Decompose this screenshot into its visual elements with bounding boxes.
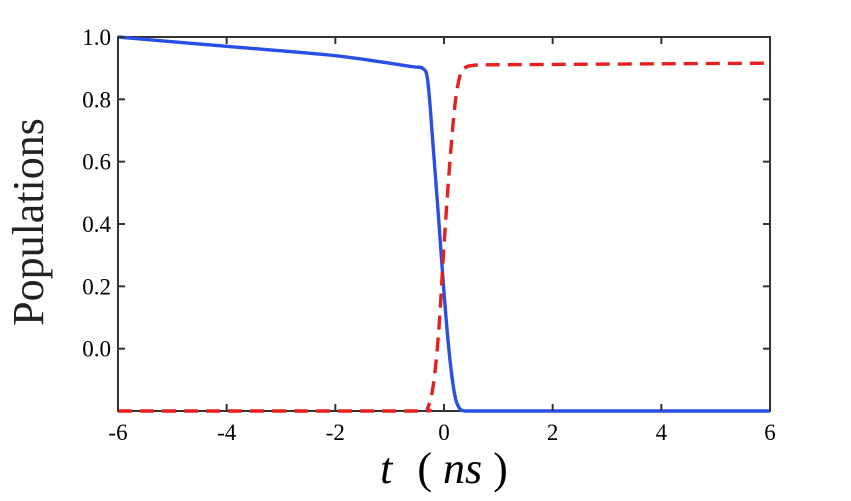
series-line-solid — [117, 35, 770, 413]
x-tick-label: 2 — [547, 420, 559, 445]
x-axis-title-unit: ns — [443, 444, 482, 493]
y-tick-label: 0.6 — [82, 150, 111, 175]
x-tick-label: 0 — [438, 420, 450, 445]
y-tick-label: 0.0 — [82, 337, 111, 362]
x-tick-label: 6 — [764, 420, 776, 445]
series-layer — [117, 35, 771, 413]
x-axis-title-close-paren: ) — [493, 444, 508, 493]
plot-area: -6 -4 -2 0 2 4 6 0.0 0.2 0.4 0.6 0.8 1.0 — [82, 25, 776, 445]
x-tick-label: -6 — [108, 420, 127, 445]
x-axis-title-open-paren: ( — [417, 444, 432, 493]
y-axis-title: Populations — [4, 118, 53, 326]
x-tick-label: -4 — [217, 420, 237, 445]
y-tick-label: 0.2 — [82, 274, 111, 299]
series-line-dashed — [117, 61, 771, 413]
x-axis-title: t ( ns ) — [380, 444, 508, 493]
plot-frame — [117, 36, 771, 412]
y-tick-label: 0.8 — [82, 87, 111, 112]
y-tick-label: 0.4 — [82, 212, 111, 237]
x-axis: -6 -4 -2 0 2 4 6 — [108, 37, 776, 445]
y-axis: 0.0 0.2 0.4 0.6 0.8 1.0 — [82, 25, 770, 362]
y-tick-label: 1.0 — [82, 25, 111, 50]
x-axis-title-variable: t — [380, 444, 394, 493]
x-tick-label: 4 — [656, 420, 668, 445]
x-tick-label: -2 — [326, 420, 345, 445]
